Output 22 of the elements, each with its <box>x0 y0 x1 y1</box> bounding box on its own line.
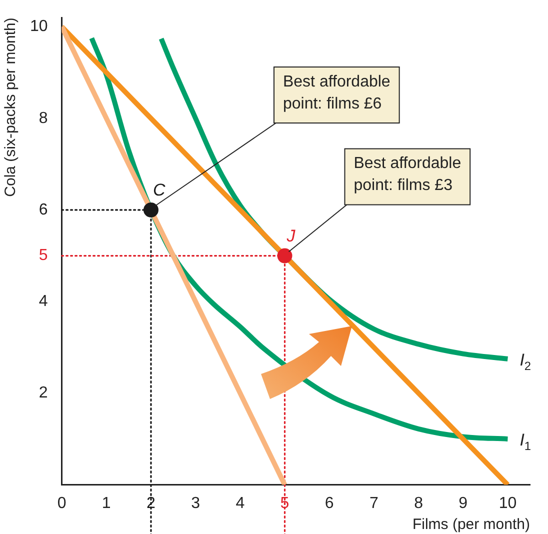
y-tick-label: 4 <box>38 292 48 310</box>
x-tick-label: 9 <box>458 494 468 512</box>
x-tick-label: 0 <box>57 494 66 512</box>
y-tick-label: 6 <box>38 201 48 218</box>
x-axis-title: Films (per month) <box>412 516 530 534</box>
x-tick-label: 6 <box>324 494 334 512</box>
y-tick-label: 5 <box>38 247 48 264</box>
y-tick-label: 2 <box>38 384 48 402</box>
x-tick-label: 8 <box>414 494 424 512</box>
annotation: Best affordable point: films £6 <box>282 73 390 112</box>
series-label: C <box>152 180 166 200</box>
x-tick-label: 3 <box>191 494 200 512</box>
x-tick-label: 5 <box>280 494 290 512</box>
annotation: Best affordable point: films £3 <box>354 155 462 194</box>
x-tick-label: 7 <box>369 494 378 512</box>
y-tick-label: 8 <box>38 110 48 127</box>
x-tick-label: 1 <box>102 494 111 512</box>
x-tick-label: 10 <box>498 494 517 512</box>
y-axis-title: Cola (six-packs per month) <box>2 18 20 197</box>
series-label: J <box>286 226 296 246</box>
y-tick-label: 10 <box>30 18 48 36</box>
x-tick-label: 4 <box>236 494 245 512</box>
